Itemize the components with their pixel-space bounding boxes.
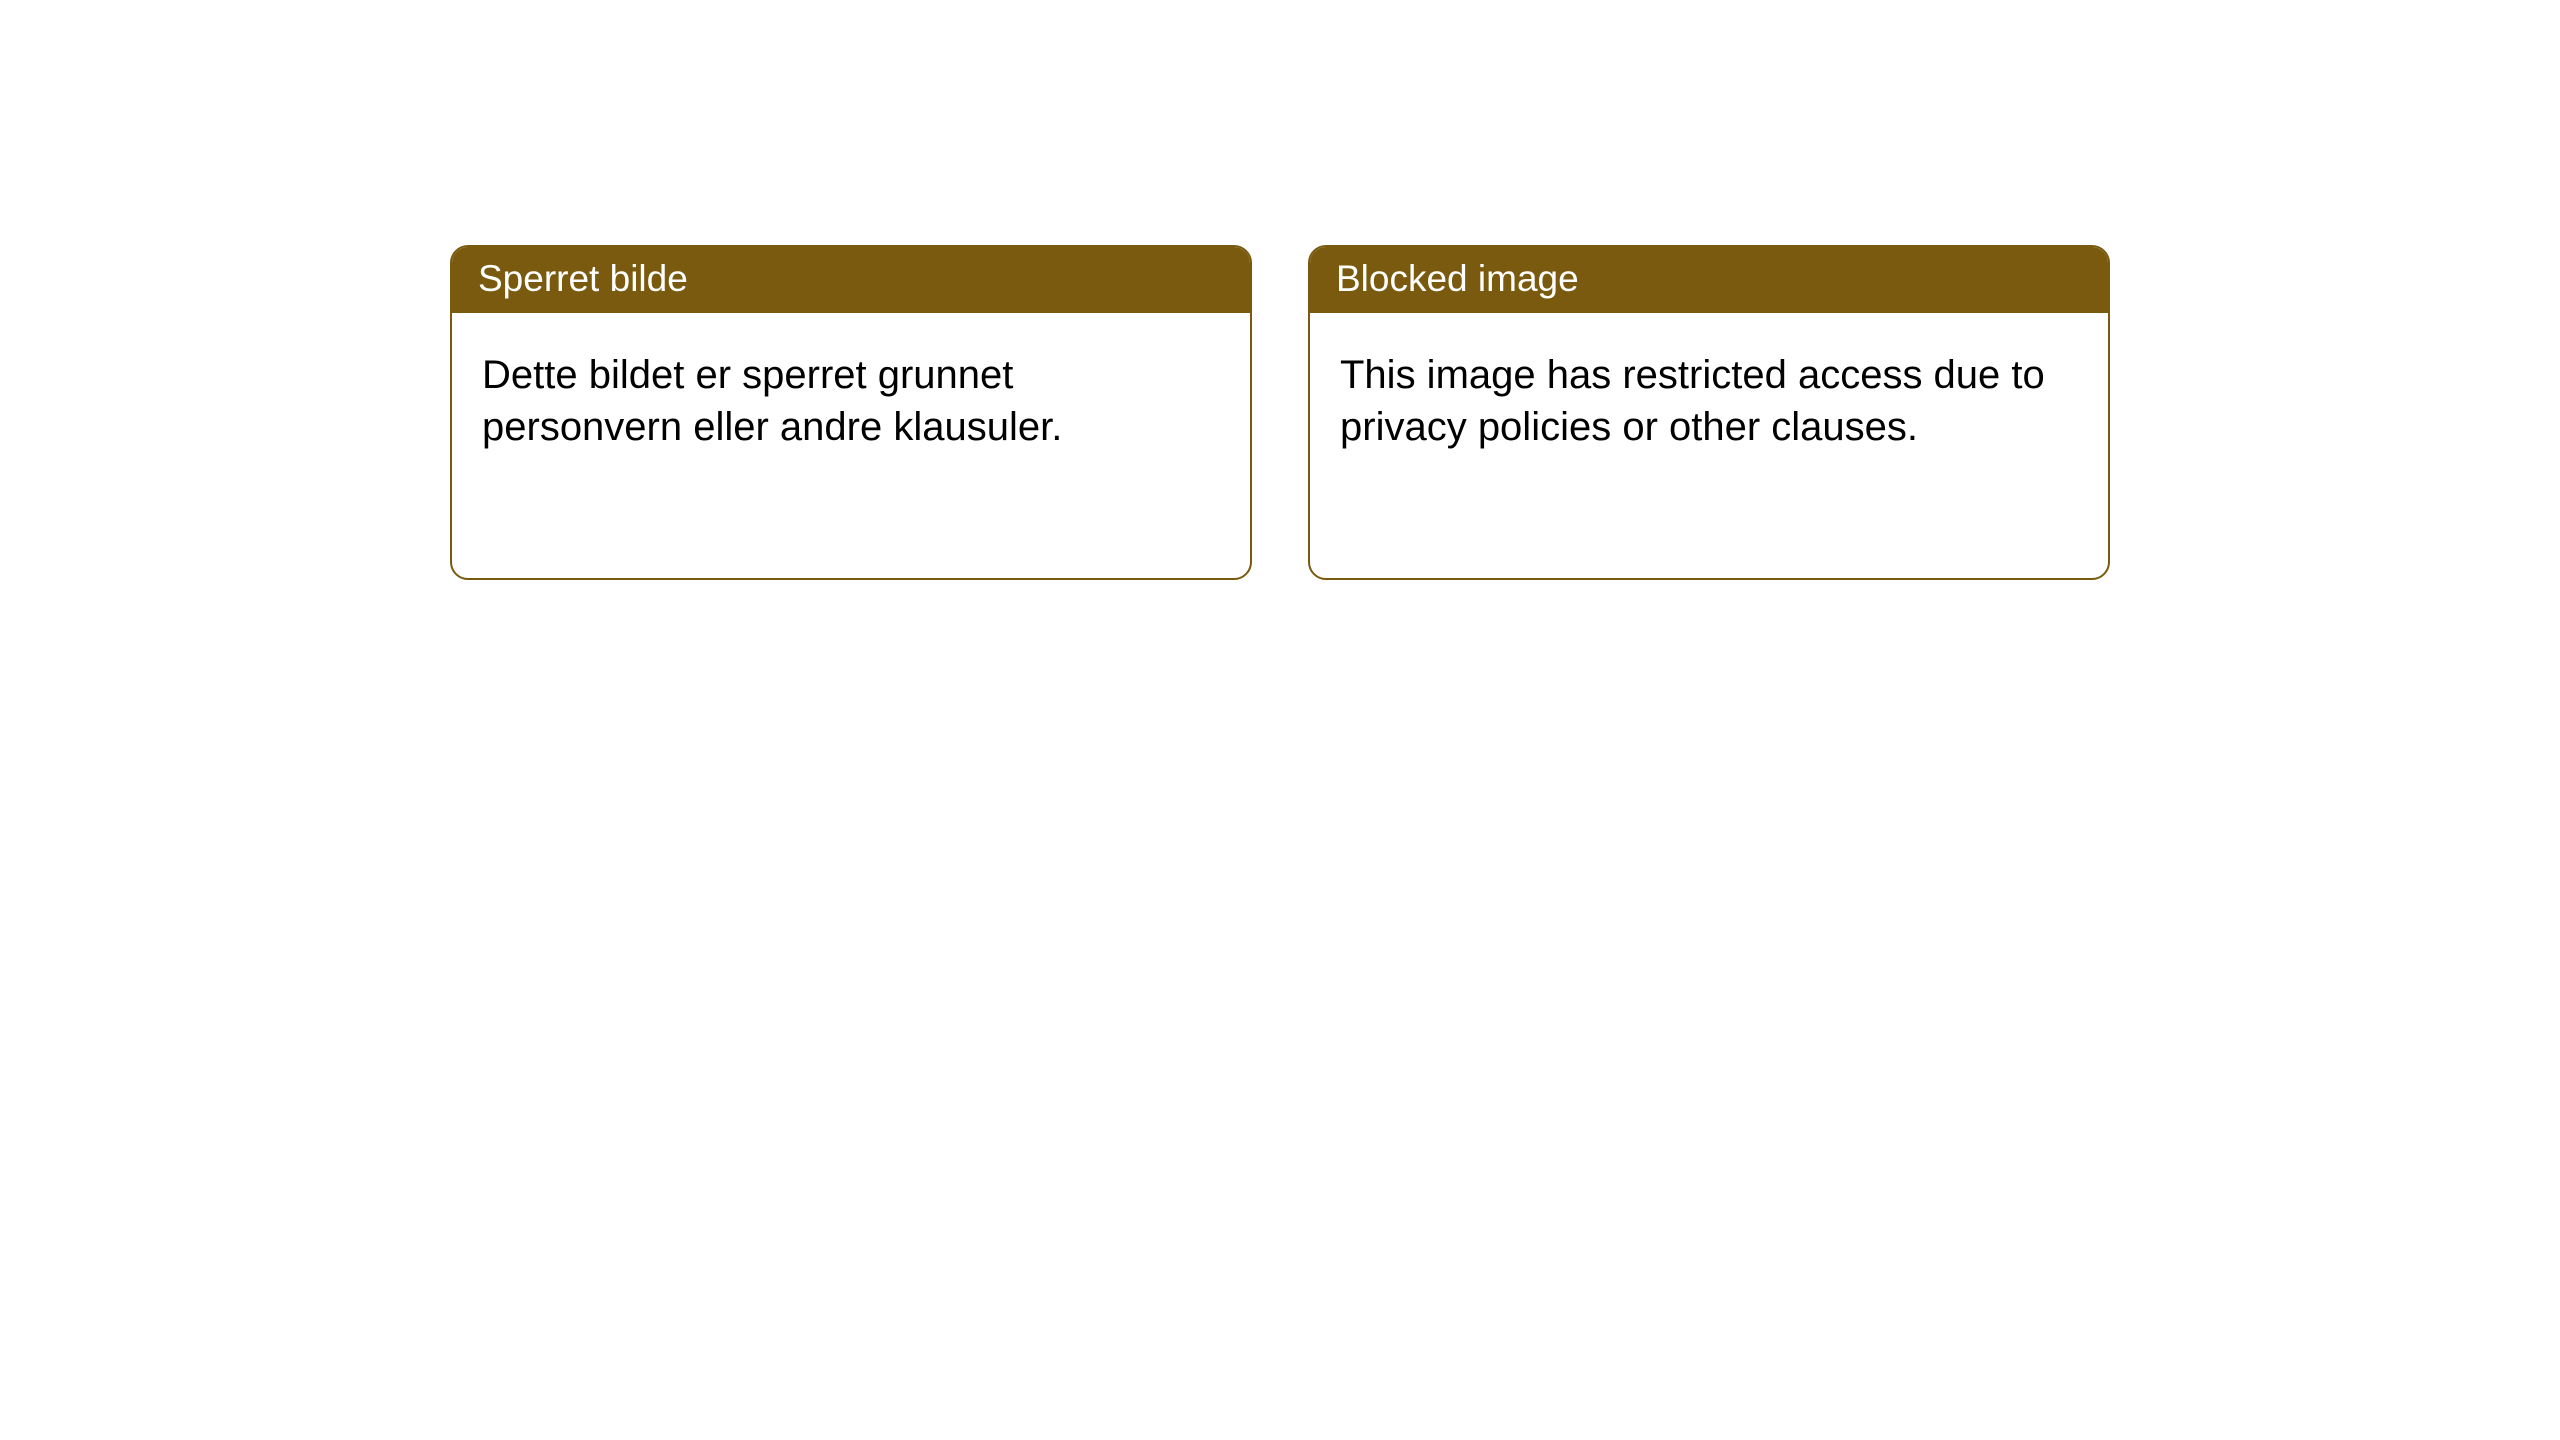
notice-header: Sperret bilde [452, 247, 1250, 313]
notice-text: Dette bildet er sperret grunnet personve… [482, 353, 1062, 449]
notice-text: This image has restricted access due to … [1340, 353, 2045, 449]
notice-body: Dette bildet er sperret grunnet personve… [452, 313, 1250, 483]
notice-title: Sperret bilde [478, 258, 688, 299]
notice-body: This image has restricted access due to … [1310, 313, 2108, 483]
notice-container: Sperret bilde Dette bildet er sperret gr… [0, 0, 2560, 580]
notice-card-english: Blocked image This image has restricted … [1308, 245, 2110, 580]
notice-title: Blocked image [1336, 258, 1579, 299]
notice-card-norwegian: Sperret bilde Dette bildet er sperret gr… [450, 245, 1252, 580]
notice-header: Blocked image [1310, 247, 2108, 313]
